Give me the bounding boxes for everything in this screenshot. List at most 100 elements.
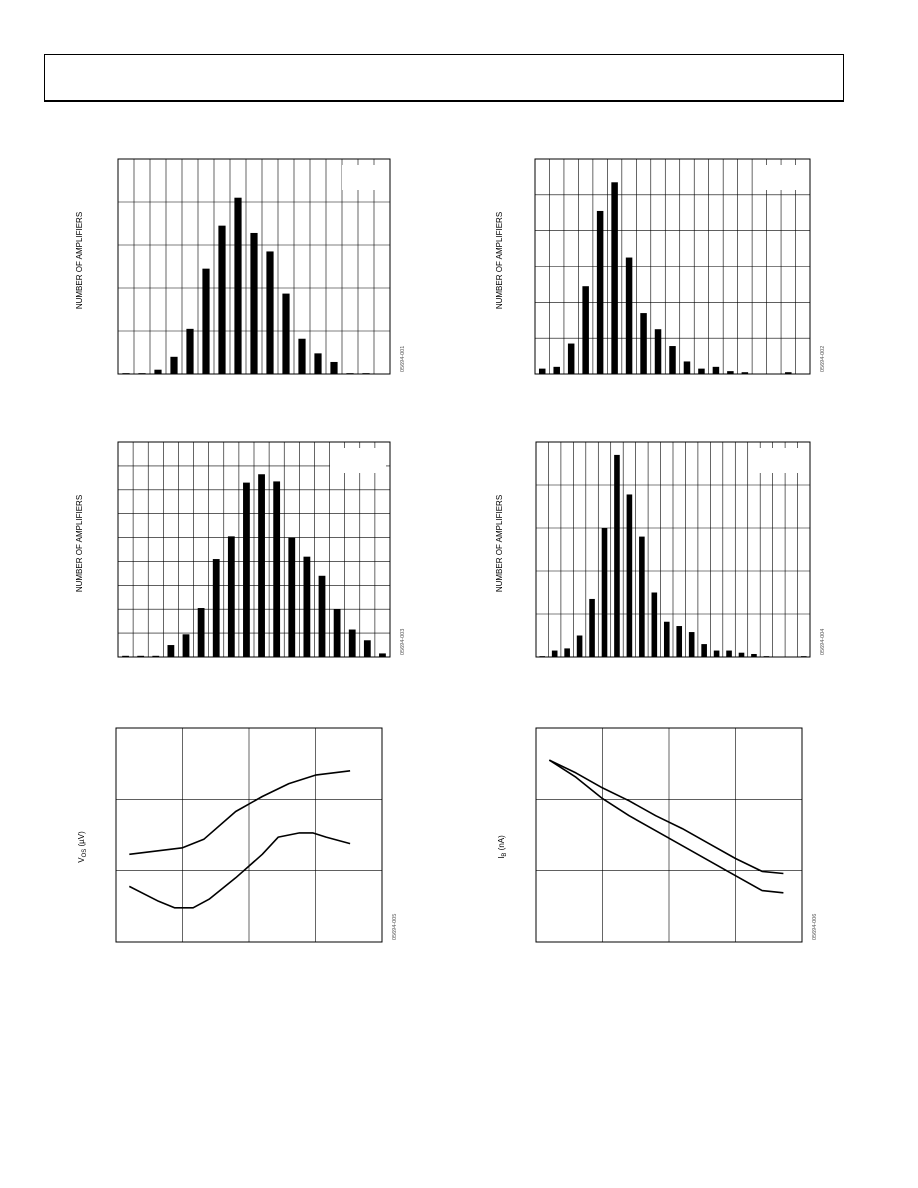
histogram-bar xyxy=(250,232,258,374)
histogram-bar xyxy=(639,536,645,657)
y-axis-label: NUMBER OF AMPLIFIERS xyxy=(495,495,504,592)
histogram-bar xyxy=(202,268,210,374)
legend-box xyxy=(342,165,386,190)
histogram-bar xyxy=(314,353,322,374)
plot-area xyxy=(535,727,803,943)
histogram-bar xyxy=(712,366,720,374)
line-chart-vos: VOS (µV) 05694-005 xyxy=(77,727,398,943)
histogram-bar xyxy=(318,575,326,657)
histogram-bar xyxy=(551,650,558,657)
histogram-chart-4: NUMBER OF AMPLIFIERS 05694-004 xyxy=(495,441,826,658)
histogram-bar xyxy=(288,537,296,657)
histogram-bar xyxy=(282,293,290,374)
figure-id: 05694-001 xyxy=(400,346,406,372)
figure-id: 05694-002 xyxy=(820,346,826,372)
histogram-bar xyxy=(303,556,311,657)
legend-box xyxy=(750,448,806,473)
histogram-bar xyxy=(330,361,338,374)
figure-id: 05694-004 xyxy=(820,629,826,655)
histogram-bar xyxy=(567,343,575,374)
series-line-2 xyxy=(548,759,784,894)
histogram-bar xyxy=(243,482,250,657)
legend-box xyxy=(762,165,806,190)
figure-id: 05694-005 xyxy=(392,914,398,940)
histogram-bar xyxy=(170,356,178,374)
histogram-bar xyxy=(614,454,620,657)
line-chart-ib: IB (nA) 05694-006 xyxy=(497,727,818,943)
histogram-bar xyxy=(601,528,608,657)
figure-id: 05694-003 xyxy=(400,629,406,655)
plot-area xyxy=(535,441,811,658)
histogram-bar xyxy=(298,338,306,374)
histogram-bar xyxy=(663,621,670,657)
y-axis-label-main: V xyxy=(77,857,86,863)
histogram-bar xyxy=(713,650,720,657)
histogram-bar xyxy=(182,634,190,657)
series-line-1 xyxy=(129,770,351,856)
histogram-bar xyxy=(738,652,745,657)
histogram-bar xyxy=(234,197,242,374)
plot-frame xyxy=(535,727,803,943)
histogram-bar xyxy=(576,635,583,657)
histogram-chart-2: NUMBER OF AMPLIFIERS 05694-002 xyxy=(495,158,826,375)
histogram-bar xyxy=(227,536,235,657)
histogram-bar xyxy=(137,655,145,657)
histogram-bar xyxy=(727,371,734,374)
y-axis-label-subscript: OS xyxy=(82,849,88,858)
histogram-bar xyxy=(538,368,546,374)
histogram-chart-3: NUMBER OF AMPLIFIERS 05694-003 xyxy=(75,441,406,658)
histogram-bar xyxy=(363,640,371,657)
legend-box xyxy=(330,448,386,473)
y-axis-label-main: I xyxy=(497,857,506,859)
figure-id: 05694-006 xyxy=(812,914,818,940)
histogram-bar xyxy=(676,626,683,657)
series-line-2 xyxy=(128,832,351,909)
histogram-bar xyxy=(212,559,220,657)
histogram-bar xyxy=(197,608,205,657)
histogram-bar xyxy=(741,372,749,374)
y-axis-label-unit: (nA) xyxy=(497,835,506,853)
histogram-bar xyxy=(152,655,160,657)
histogram-bar xyxy=(688,632,695,657)
histogram-bar xyxy=(258,474,265,657)
histogram-bar xyxy=(701,644,707,657)
y-axis-label: NUMBER OF AMPLIFIERS xyxy=(75,495,84,592)
series-line-1 xyxy=(548,759,784,875)
y-axis-label: NUMBER OF AMPLIFIERS xyxy=(495,212,504,309)
histogram-bar xyxy=(553,366,560,374)
histogram-bar xyxy=(379,653,386,657)
histogram-bar xyxy=(348,629,356,657)
plot-area xyxy=(117,441,391,658)
histogram-bar xyxy=(564,648,570,657)
histogram-bar xyxy=(333,609,341,657)
histogram-bar xyxy=(726,650,732,657)
plot-frame xyxy=(117,441,391,658)
plot-area xyxy=(117,158,391,375)
histogram-bar xyxy=(596,210,604,374)
plot-area xyxy=(115,727,383,943)
histogram-bar xyxy=(626,494,633,657)
y-axis-label: NUMBER OF AMPLIFIERS xyxy=(75,212,84,309)
histogram-bar xyxy=(625,257,633,374)
histogram-bar xyxy=(218,225,226,374)
y-axis-label: VOS (µV) xyxy=(77,831,88,863)
plot-frame xyxy=(534,158,811,375)
histogram-bar xyxy=(683,361,691,374)
y-axis-label: IB (nA) xyxy=(497,835,508,859)
histogram-bar xyxy=(186,328,194,374)
histogram-chart-1: NUMBER OF AMPLIFIERS 05694-001 xyxy=(75,158,406,375)
histogram-bar xyxy=(611,182,618,374)
histogram-bar xyxy=(651,592,658,657)
y-axis-label-unit: (µV) xyxy=(77,831,86,849)
histogram-bar xyxy=(582,286,589,374)
histogram-bar xyxy=(154,369,162,374)
plot-frame xyxy=(117,158,391,375)
histogram-bar xyxy=(122,655,129,657)
histogram-bar xyxy=(785,372,792,374)
histogram-bar xyxy=(589,598,595,657)
histogram-bar xyxy=(266,251,274,374)
histogram-bar xyxy=(698,368,705,374)
plot-frame xyxy=(535,441,811,658)
plot-area xyxy=(534,158,811,375)
header-box xyxy=(44,54,844,102)
